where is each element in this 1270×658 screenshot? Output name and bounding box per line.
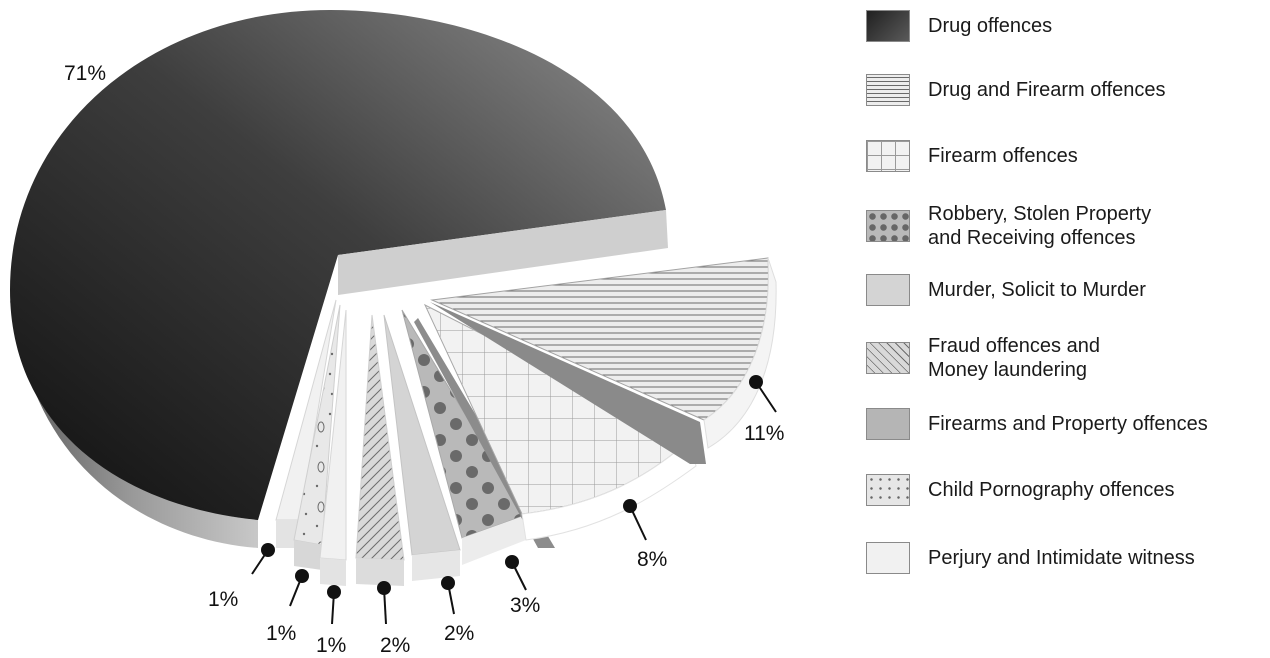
svg-text:2%: 2% xyxy=(444,622,474,645)
legend-item-child-pornography: Child Pornography offences xyxy=(866,474,1174,506)
legend-item-firearms-property: Firearms and Property offences xyxy=(866,408,1208,440)
callout-1-a: 1% xyxy=(208,543,275,611)
legend-item-murder: Murder, Solicit to Murder xyxy=(866,274,1146,306)
legend-swatch-grid xyxy=(866,140,910,172)
legend-item-drug-firearm: Drug and Firearm offences xyxy=(866,74,1166,106)
legend-label: Drug and Firearm offences xyxy=(928,79,1166,101)
svg-text:8%: 8% xyxy=(637,548,667,571)
callout-11: 11% xyxy=(744,375,784,445)
legend-label: Firearm offences xyxy=(928,145,1078,167)
legend-item-robbery: Robbery, Stolen Property and Receiving o… xyxy=(866,202,1151,250)
callout-2-murder: 2% xyxy=(441,576,474,645)
callout-2-fraud: 2% xyxy=(377,581,410,657)
legend-swatch-hlines xyxy=(866,74,910,106)
callout-8: 8% xyxy=(623,499,667,571)
legend-swatch-very-light xyxy=(866,542,910,574)
svg-text:1%: 1% xyxy=(266,622,296,645)
slice-divider-wedge xyxy=(430,302,706,464)
legend-label: Murder, Solicit to Murder xyxy=(928,279,1146,301)
callout-1-b: 1% xyxy=(266,569,309,645)
legend-label: Child Pornography offences xyxy=(928,479,1175,501)
legend-swatch-mid-grey xyxy=(866,408,910,440)
slice-drug-offences-ledge xyxy=(338,210,668,295)
legend-label: Fraud offences and Money laundering xyxy=(928,335,1100,381)
svg-text:3%: 3% xyxy=(510,594,540,617)
legend-swatch-light-grey xyxy=(866,274,910,306)
callout-3: 3% xyxy=(505,555,540,617)
legend-swatch-dots xyxy=(866,210,910,242)
legend-item-fraud: Fraud offences and Money laundering xyxy=(866,334,1100,382)
legend-label: Drug offences xyxy=(928,15,1053,37)
legend-item-firearm: Firearm offences xyxy=(866,140,1078,172)
callout-1-c: 1% xyxy=(316,585,346,657)
legend-swatch-drug xyxy=(866,10,910,42)
legend-label: Robbery, Stolen Property and Receiving o… xyxy=(928,203,1152,249)
legend: Drug offences Drug and Firearm offences … xyxy=(866,0,1270,658)
legend-item-perjury: Perjury and Intimidate witness xyxy=(866,542,1195,574)
slice-fraud xyxy=(355,314,405,561)
legend-label: Perjury and Intimidate witness xyxy=(928,547,1195,569)
svg-text:1%: 1% xyxy=(208,588,238,611)
label-71: 71% xyxy=(64,62,106,85)
legend-item-drug-offences: Drug offences xyxy=(866,10,1052,42)
legend-swatch-diag xyxy=(866,342,910,374)
svg-text:2%: 2% xyxy=(380,634,410,657)
slice-drug-offences xyxy=(10,10,666,520)
svg-text:11%: 11% xyxy=(744,422,784,445)
legend-label: Firearms and Property offences xyxy=(928,413,1208,435)
legend-swatch-speckles xyxy=(866,474,910,506)
svg-text:1%: 1% xyxy=(316,634,346,657)
